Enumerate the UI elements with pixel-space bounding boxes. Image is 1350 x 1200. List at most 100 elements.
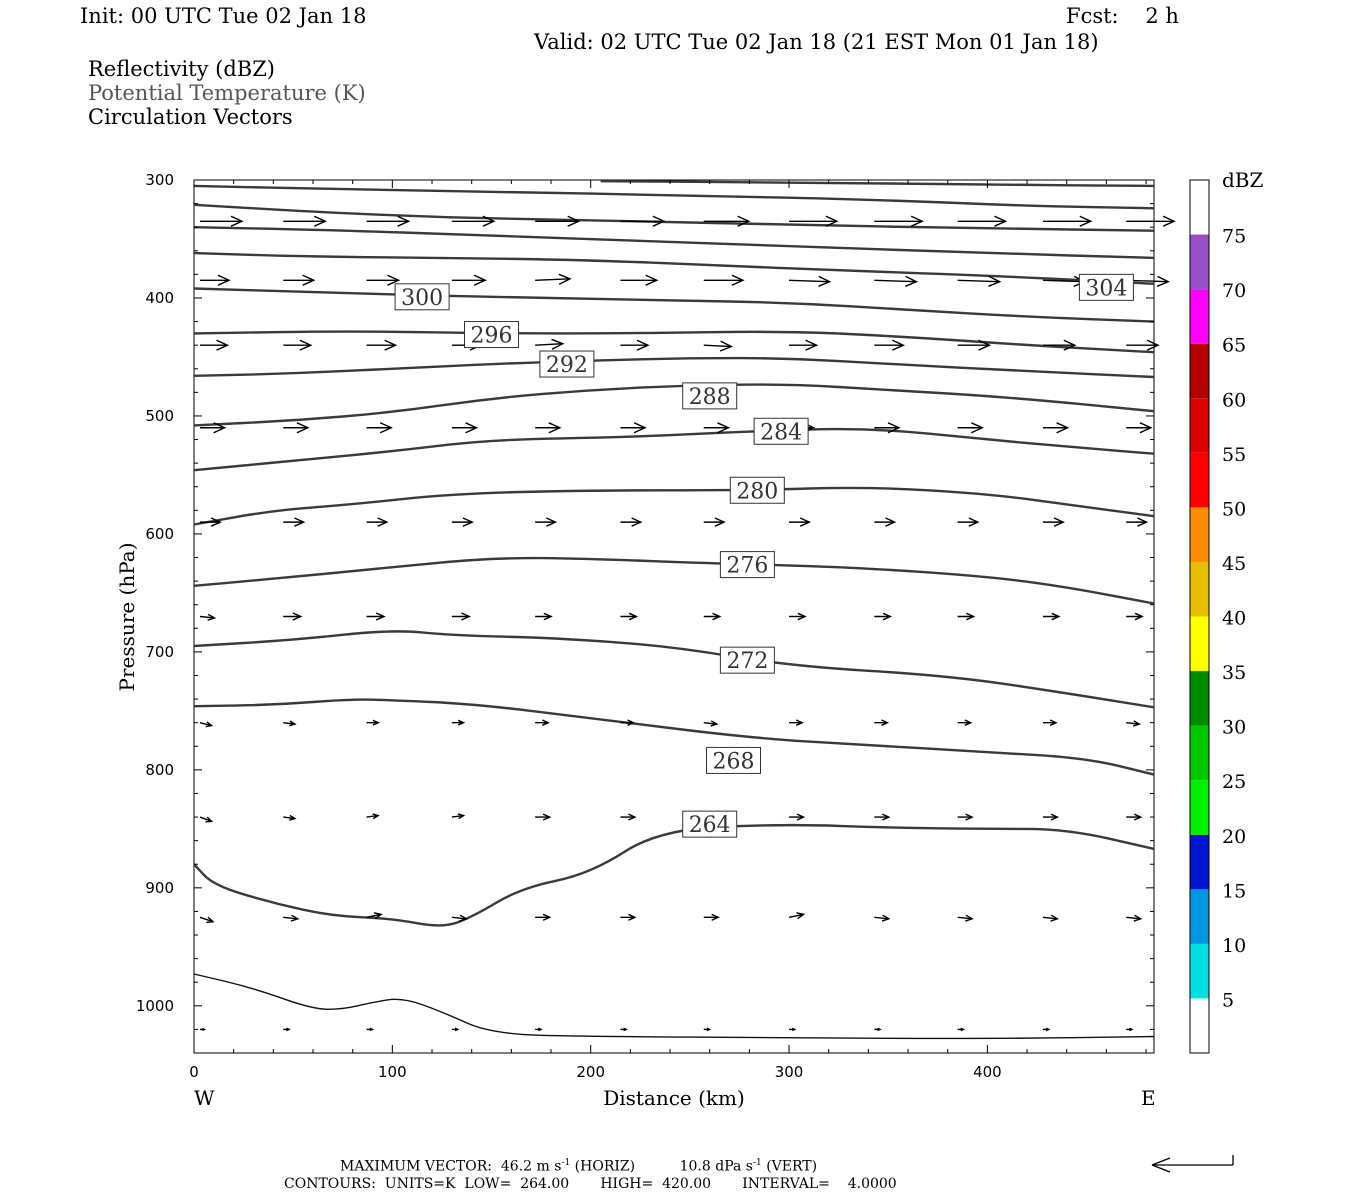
vector-head <box>910 215 924 227</box>
vector-head <box>210 517 223 527</box>
contour-label: 264 <box>689 813 731 838</box>
vector-shaft <box>788 913 804 919</box>
circulation-vector <box>1126 813 1143 821</box>
circulation-vector <box>874 275 919 287</box>
vector-head <box>994 215 1008 227</box>
circulation-vector <box>620 612 639 621</box>
vector-head <box>796 813 806 821</box>
vector-head <box>567 215 581 227</box>
vector-head <box>892 339 906 351</box>
x-tick-label: 200 <box>576 1063 605 1081</box>
circulation-vector <box>703 720 719 727</box>
vector-head <box>543 612 553 621</box>
vector-head <box>542 913 552 921</box>
circulation-vector <box>283 914 300 922</box>
circulation-vector <box>703 340 733 352</box>
vector-head <box>387 274 401 286</box>
vert-tag: (VERT) <box>766 1158 818 1175</box>
circulation-vector <box>1042 719 1058 726</box>
max-vector-vert: 10.8 dPa s <box>679 1158 753 1175</box>
circulation-vector <box>535 813 552 821</box>
circulation-vector <box>703 517 726 527</box>
contour-label: 296 <box>471 324 513 349</box>
y-tick-label: 500 <box>145 407 174 425</box>
vector-head <box>1134 612 1144 621</box>
circulation-vector <box>535 612 553 621</box>
vector-head <box>964 719 973 726</box>
circulation-vector <box>620 813 637 821</box>
circulation-vector <box>957 339 992 351</box>
vector-head <box>717 422 731 434</box>
vector-shaft <box>199 916 214 923</box>
vector-head <box>882 612 893 621</box>
vector-head <box>1146 339 1160 351</box>
vector-head <box>628 612 639 621</box>
colorbar-tick-label: 60 <box>1222 389 1246 411</box>
vector-head <box>881 914 891 922</box>
circulation-vector <box>199 916 215 924</box>
horiz-exponent: -1 <box>561 1158 571 1168</box>
vector-head <box>302 274 316 286</box>
max-vector-label: MAXIMUM VECTOR: <box>340 1158 492 1175</box>
theta-contour <box>193 251 1155 285</box>
circulation-vector <box>874 215 924 227</box>
vector-head <box>904 275 919 287</box>
circulation-vector <box>957 517 980 527</box>
vector-head <box>791 1027 797 1032</box>
vector-head <box>1050 914 1060 922</box>
circulation-vector <box>957 719 973 726</box>
circulation-vector <box>199 274 231 286</box>
vector-head <box>965 813 974 821</box>
vector-head <box>369 1027 375 1032</box>
colorbar-tick-label: 70 <box>1222 280 1246 302</box>
circulation-vector <box>535 719 550 726</box>
colorbar-title: dBZ <box>1222 168 1264 192</box>
vector-shaft <box>703 344 732 348</box>
circulation-vector <box>366 813 380 820</box>
valid-time: Valid: 02 UTC Tue 02 Jan 18 (21 EST Mon … <box>534 30 1099 54</box>
circulation-vector <box>451 422 479 434</box>
circulation-vector <box>283 612 303 621</box>
y-axis-title: Pressure (hPa) <box>115 543 139 692</box>
axes: 300 400 500 600 700 800 900 1000 0 100 200 300 400 <box>136 171 1154 1081</box>
vector-head <box>1053 517 1065 527</box>
x-tick-label: 300 <box>775 1063 804 1081</box>
circulation-vector <box>789 275 832 287</box>
vector-head <box>960 1027 966 1032</box>
circulation-vector <box>703 215 751 227</box>
vector-shaft <box>1126 721 1140 725</box>
vector-head <box>971 422 985 434</box>
vector-head <box>623 1027 628 1032</box>
circulation-vector <box>1042 215 1093 227</box>
vector-head <box>1132 720 1141 727</box>
theta-contour <box>193 823 1155 927</box>
circulation-vector <box>789 612 807 621</box>
vector-head <box>457 813 466 820</box>
vector-head <box>216 339 230 351</box>
vector-head <box>877 1027 882 1032</box>
vector-head <box>818 275 832 287</box>
circulation-vector <box>451 274 487 286</box>
vector-head <box>294 517 306 527</box>
colorbar-bin <box>1190 398 1209 453</box>
contour-label: 272 <box>726 649 768 674</box>
vector-head <box>1045 1027 1051 1032</box>
circulation-vector <box>703 612 722 621</box>
circulation-vector <box>283 1027 291 1032</box>
circulation-vector <box>1126 1027 1134 1032</box>
circulation-vector <box>789 339 819 351</box>
vector-head <box>978 339 992 351</box>
vector-head <box>1156 275 1171 287</box>
vert-exponent: -1 <box>752 1158 762 1168</box>
vector-head <box>710 720 719 727</box>
vector-head <box>465 422 479 434</box>
circulation-vector <box>535 1027 543 1032</box>
vector-head <box>205 721 214 728</box>
circulation-vector <box>703 422 731 434</box>
vector-head <box>292 612 303 621</box>
colorbar-tick-label: 65 <box>1222 335 1246 357</box>
circulation-vector <box>199 613 217 621</box>
circulation-vector <box>451 517 474 527</box>
x-tick-label: 400 <box>973 1063 1002 1081</box>
circulation-vector <box>199 721 214 728</box>
